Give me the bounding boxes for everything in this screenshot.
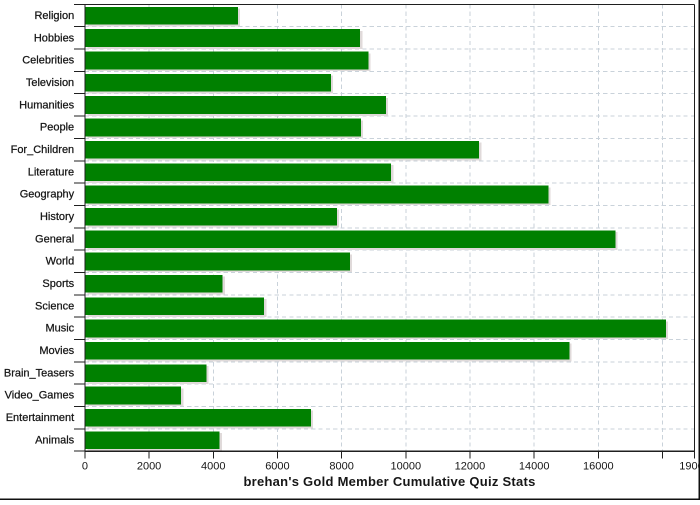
svg-text:brehan's Gold Member Cumulativ: brehan's Gold Member Cumulative Quiz Sta… [243,474,535,489]
svg-text:Celebrities: Celebrities [22,55,74,67]
svg-text:Sports: Sports [42,278,74,290]
svg-text:General: General [35,233,74,245]
svg-text:4000: 4000 [201,460,225,472]
svg-text:World: World [46,256,75,268]
svg-text:Music: Music [45,323,74,335]
svg-text:0: 0 [82,460,88,472]
svg-text:Science: Science [35,300,74,312]
svg-text:Entertainment: Entertainment [6,412,74,424]
svg-text:2000: 2000 [137,460,161,472]
svg-text:History: History [40,211,75,223]
svg-text:19000: 19000 [679,460,700,472]
svg-text:For_Children: For_Children [11,144,75,156]
svg-text:16000: 16000 [583,460,614,472]
svg-text:People: People [40,122,74,134]
svg-text:Movies: Movies [39,345,74,357]
svg-text:Geography: Geography [20,189,75,201]
svg-text:8000: 8000 [329,460,353,472]
svg-text:Animals: Animals [35,434,75,446]
svg-text:14000: 14000 [519,460,550,472]
svg-text:Television: Television [26,77,74,89]
svg-text:10000: 10000 [390,460,421,472]
svg-text:Hobbies: Hobbies [34,32,75,44]
svg-text:Humanities: Humanities [19,99,75,111]
svg-text:Religion: Religion [34,10,74,22]
svg-text:6000: 6000 [265,460,289,472]
svg-text:12000: 12000 [455,460,486,472]
svg-text:Literature: Literature [28,166,74,178]
svg-text:Video_Games: Video_Games [5,390,75,402]
svg-text:Brain_Teasers: Brain_Teasers [4,367,75,379]
